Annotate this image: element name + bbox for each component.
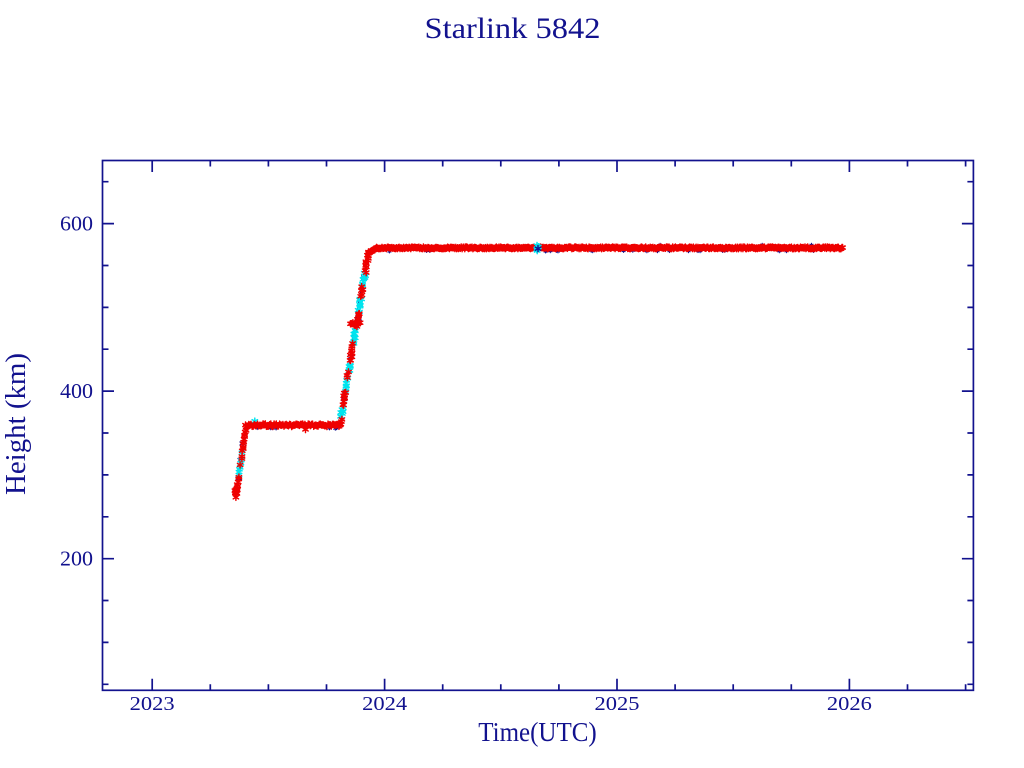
svg-text:400: 400 — [60, 379, 93, 403]
svg-text:600: 600 — [60, 212, 93, 236]
svg-text:2026: 2026 — [827, 693, 872, 715]
svg-text:200: 200 — [60, 547, 93, 571]
svg-text:Starlink 5842: Starlink 5842 — [425, 12, 601, 45]
svg-text:Height (km): Height (km) — [1, 353, 32, 495]
svg-text:Time(UTC): Time(UTC) — [478, 716, 597, 747]
svg-text:2024: 2024 — [362, 693, 407, 715]
svg-text:2023: 2023 — [130, 693, 175, 715]
svg-text:2025: 2025 — [595, 693, 640, 715]
